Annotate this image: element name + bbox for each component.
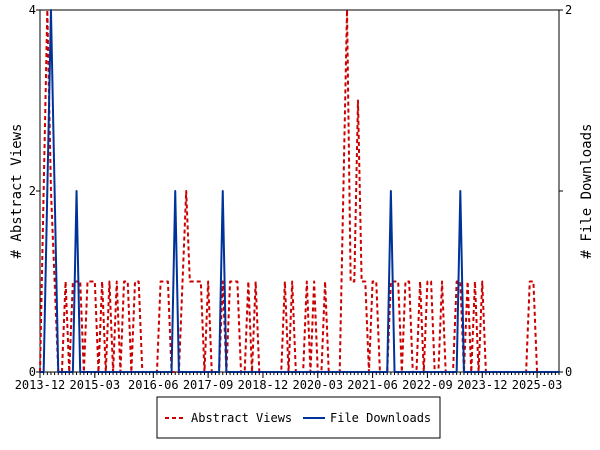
label-layer: # Abstract Views # File Downloads [9, 124, 595, 259]
plot-frame [39, 9, 560, 373]
legend: Abstract Views File Downloads [156, 396, 441, 439]
y-left-axis-title: # Abstract Views [9, 124, 25, 259]
x-tick-label: 2018-12 [238, 378, 289, 392]
x-tick-label: 2025-03 [512, 378, 563, 392]
y-right-axis-title: # File Downloads [579, 124, 595, 259]
legend-box [156, 396, 441, 439]
series-line-abstract-views [39, 9, 559, 373]
x-tick-label: 2020-03 [292, 378, 343, 392]
x-tick-label: 2013-12 [15, 378, 66, 392]
x-tick-label: 2015-03 [70, 378, 121, 392]
legend-label-abstract-views: Abstract Views [191, 411, 292, 425]
y-left-tick-label: 0 [29, 365, 36, 379]
y-left-tick-label: 2 [29, 184, 36, 198]
y-right-tick-label: 2 [565, 3, 572, 17]
x-tick-label: 2022-09 [402, 378, 453, 392]
x-tick-label: 2016-06 [128, 378, 179, 392]
x-tick-label: 2023-12 [457, 378, 508, 392]
x-tick-label: 2017-09 [183, 378, 234, 392]
plot-area [39, 9, 560, 373]
y-left-tick-label: 4 [29, 3, 36, 17]
x-tick-label: 2021-06 [347, 378, 398, 392]
legend-label-file-downloads: File Downloads [330, 411, 431, 425]
tick-layer: 2013-12 2015-03 2016-06 2017-09 2018-12 2020-… [15, 3, 573, 392]
y-right-tick-label: 0 [565, 365, 572, 379]
